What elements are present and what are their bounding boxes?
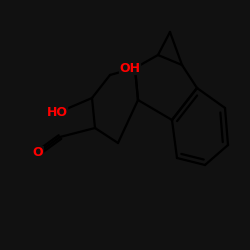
Text: OH: OH: [120, 62, 141, 74]
Text: O: O: [33, 146, 43, 160]
Text: HO: HO: [46, 106, 68, 120]
